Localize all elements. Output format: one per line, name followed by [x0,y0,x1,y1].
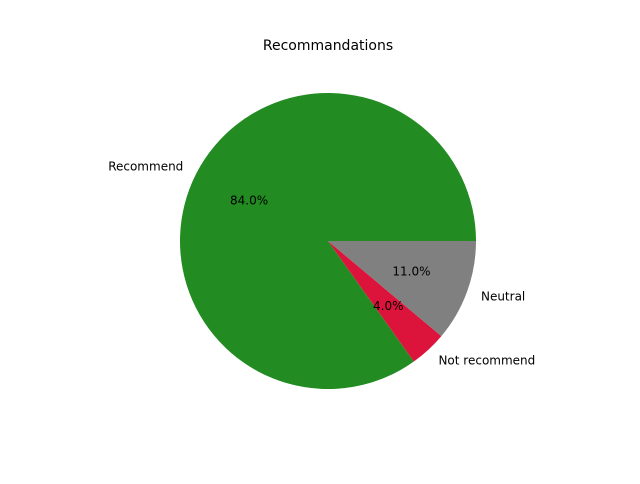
slice-label-neutral: Neutral [481,290,525,304]
slice-label-recommend: Recommend [108,159,183,173]
slice-pct-label-neutral: 11.0% [392,264,430,278]
slice-pct-label-recommend: 84.0% [230,193,268,207]
pie-slices [179,93,476,390]
pie-slice-neutral [328,241,476,337]
pie-slice-recommend [179,93,476,390]
slice-label-not-recommend: Not recommend [438,354,535,368]
slice-pct-label-not-recommend: 4.0% [373,299,404,313]
pie-slice-not-recommend [328,241,442,362]
pie-labels: Recommend 84.0% Not recommend 4.0% Neutral 11… [108,159,535,367]
chart-title: Recommandations [263,38,393,54]
